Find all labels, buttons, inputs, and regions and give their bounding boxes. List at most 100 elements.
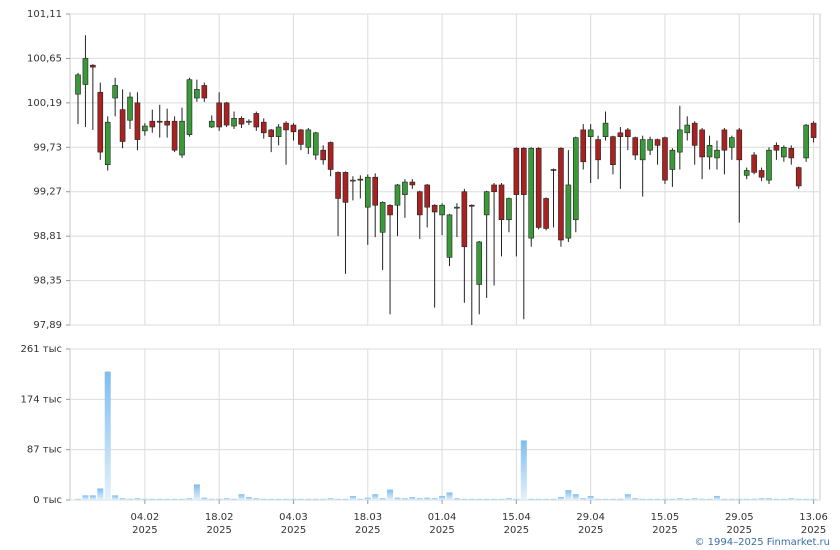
- y-tick-label: 174 тыс: [21, 394, 62, 405]
- candle-body: [699, 129, 705, 158]
- candle-body: [491, 184, 497, 193]
- candle-body: [476, 241, 483, 285]
- candle-body: [803, 124, 809, 159]
- candle-body: [97, 91, 104, 153]
- volume-bar: [305, 498, 312, 500]
- candle-body: [387, 204, 393, 216]
- volume-bar: [803, 498, 810, 500]
- candle-body: [320, 149, 326, 161]
- candle-body: [468, 204, 475, 207]
- volume-bar: [409, 497, 416, 500]
- candle-body: [639, 139, 646, 161]
- x-tick-label: 04.03 2025: [279, 512, 308, 536]
- y-tick-label: 261 тыс: [21, 344, 62, 355]
- candle-body: [773, 145, 780, 151]
- volume-bar: [283, 498, 290, 500]
- candle-body: [721, 129, 728, 151]
- volume-bar: [513, 498, 520, 500]
- candle-body: [751, 154, 757, 173]
- candle-body: [617, 132, 624, 137]
- candle-body: [290, 124, 297, 133]
- candle-body: [201, 85, 208, 99]
- candle-body: [454, 206, 460, 209]
- candle-body: [714, 149, 720, 159]
- candle-body: [431, 204, 438, 213]
- candle-body: [483, 191, 490, 216]
- volume-bar: [387, 489, 394, 500]
- candle-body: [781, 146, 787, 158]
- candle-body: [298, 129, 304, 145]
- candle-body: [654, 139, 661, 146]
- candle-body: [82, 58, 89, 85]
- volume-bar: [587, 495, 594, 500]
- candle-body: [766, 149, 772, 181]
- volume-bar: [104, 371, 111, 500]
- volume-bar: [149, 498, 156, 500]
- candle-body: [186, 79, 193, 136]
- candle-body: [669, 149, 676, 170]
- candle-body: [743, 170, 750, 176]
- y-tick-label: 98,81: [33, 231, 62, 242]
- candle-body: [424, 184, 431, 208]
- volume-bar: [97, 488, 104, 500]
- x-tick-label: 15.04 2025: [502, 512, 531, 536]
- candle-body: [565, 184, 572, 239]
- volume-bar: [773, 498, 780, 500]
- y-tick-label: 100,65: [27, 53, 62, 64]
- volume-bar: [127, 498, 134, 500]
- volume-bar: [453, 498, 460, 500]
- plot-frame: [69, 13, 821, 326]
- volume-bar: [557, 497, 564, 500]
- volume-bar: [758, 498, 765, 500]
- candle-body: [142, 125, 148, 132]
- volume-bar: [134, 498, 141, 500]
- volume-bar: [706, 498, 713, 500]
- candle-body: [104, 121, 111, 165]
- volume-bar: [505, 498, 512, 500]
- volume-bar: [676, 498, 683, 500]
- candle-body: [535, 147, 542, 228]
- candle-body: [795, 167, 802, 187]
- volume-bar: [238, 494, 245, 500]
- copyright: © 1994–2025 Finmarket.ru: [694, 537, 830, 548]
- volume-bar: [721, 498, 728, 500]
- volume-bar: [550, 498, 557, 500]
- volume-bar: [654, 498, 661, 500]
- y-tick-label: 99,73: [33, 142, 62, 153]
- candle-body: [275, 126, 282, 137]
- candle-body: [216, 102, 222, 128]
- candle-body: [558, 147, 564, 241]
- candle-body: [305, 129, 312, 148]
- volume-bar: [372, 494, 379, 500]
- volume-bar: [364, 497, 371, 500]
- volume-bar: [216, 498, 223, 500]
- volume-bar: [245, 497, 252, 500]
- candle-body: [758, 170, 765, 178]
- candle-body: [238, 118, 245, 125]
- volume-bar: [476, 498, 483, 500]
- volume-bar: [624, 494, 631, 500]
- volume-bar: [751, 498, 758, 500]
- x-tick-label: 29.04 2025: [576, 512, 605, 536]
- candle-body: [112, 85, 118, 99]
- candle-body: [587, 129, 594, 137]
- volume-bar: [201, 497, 208, 500]
- candle-body: [246, 120, 252, 123]
- candle-body: [90, 64, 96, 68]
- volume-bar: [82, 495, 89, 500]
- candle-body: [513, 147, 520, 195]
- candle-body: [350, 179, 356, 182]
- candle-body: [446, 214, 453, 258]
- volume-bar: [379, 498, 386, 500]
- volume-bar: [320, 498, 327, 500]
- x-tick-label: 18.03 2025: [353, 512, 382, 536]
- volume-bar: [141, 498, 148, 500]
- volume-bar: [595, 498, 602, 500]
- y-tick-label: 100,19: [27, 98, 62, 109]
- volume-bar: [171, 498, 178, 500]
- volume-bar: [780, 498, 787, 500]
- volume-bar: [357, 498, 364, 500]
- candle-body: [379, 202, 386, 233]
- volume-bar: [349, 495, 356, 500]
